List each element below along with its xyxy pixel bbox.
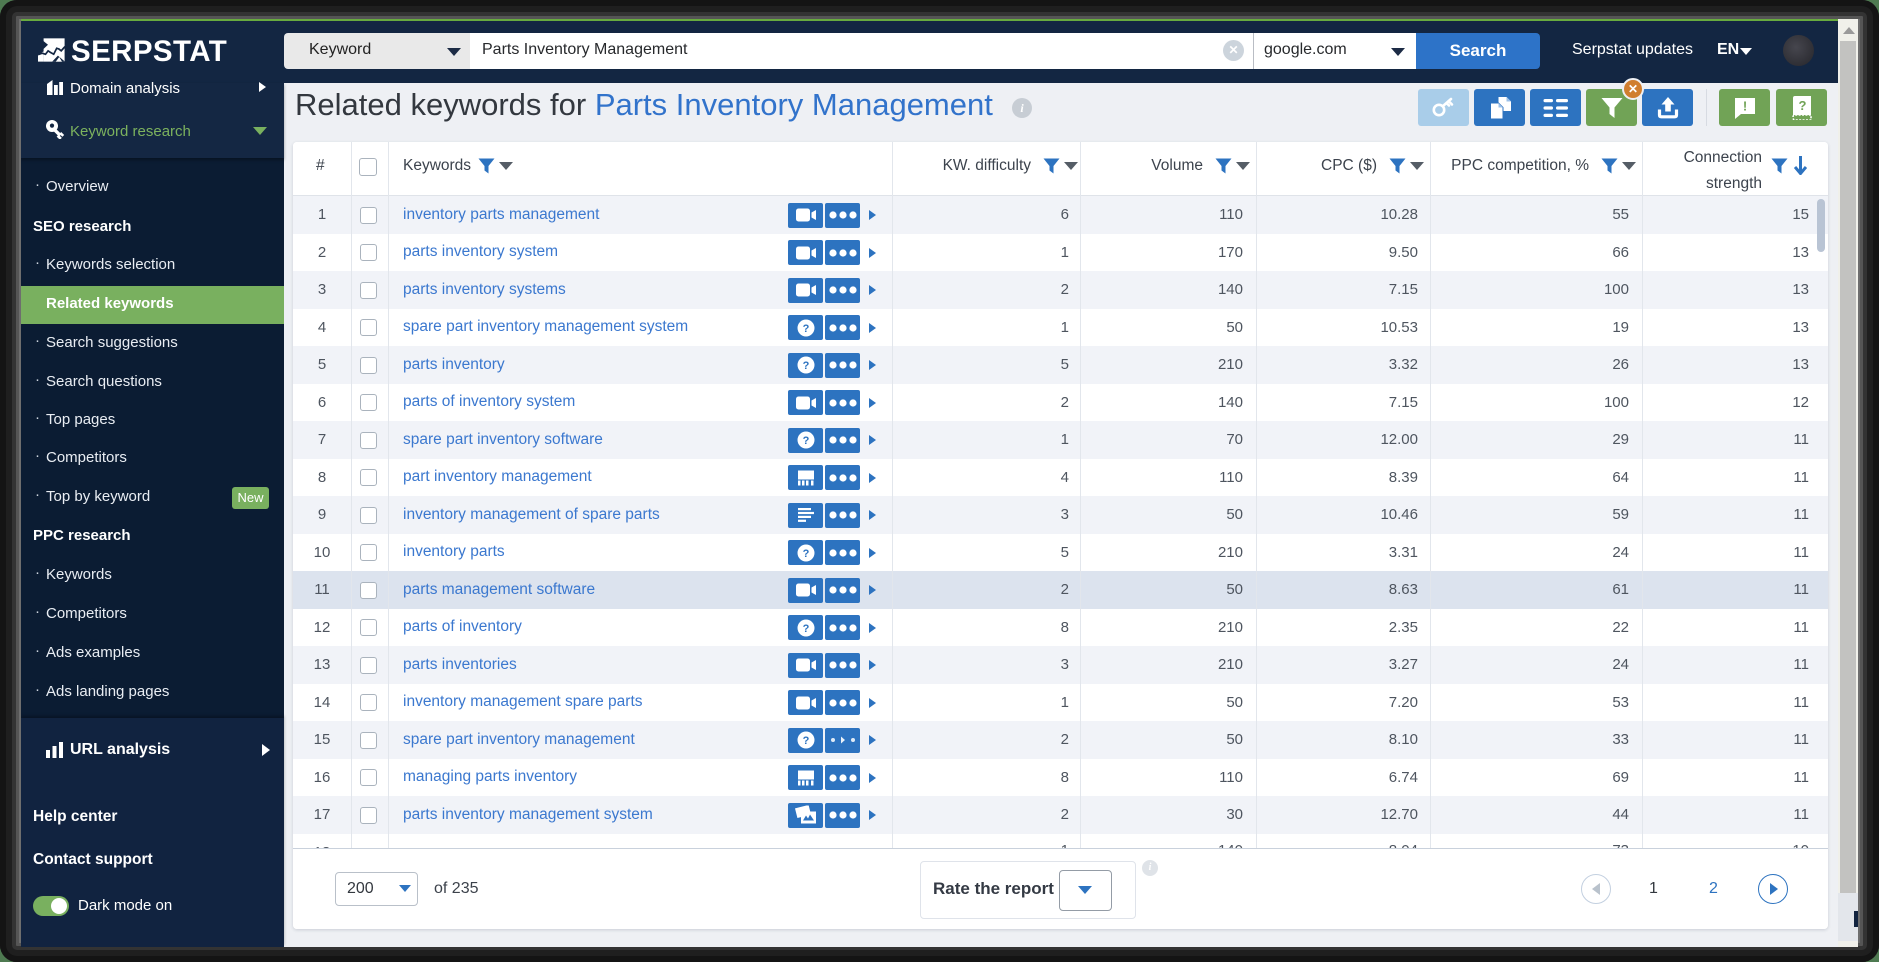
- svg-text:?: ?: [802, 735, 809, 747]
- svg-text:?: ?: [802, 435, 809, 447]
- svg-text:?: ?: [802, 623, 809, 635]
- svg-text:?: ?: [1798, 98, 1806, 113]
- svg-text:?: ?: [802, 323, 809, 335]
- svg-text:?: ?: [802, 360, 809, 372]
- svg-text:?: ?: [802, 548, 809, 560]
- svg-text:!: !: [1742, 98, 1746, 113]
